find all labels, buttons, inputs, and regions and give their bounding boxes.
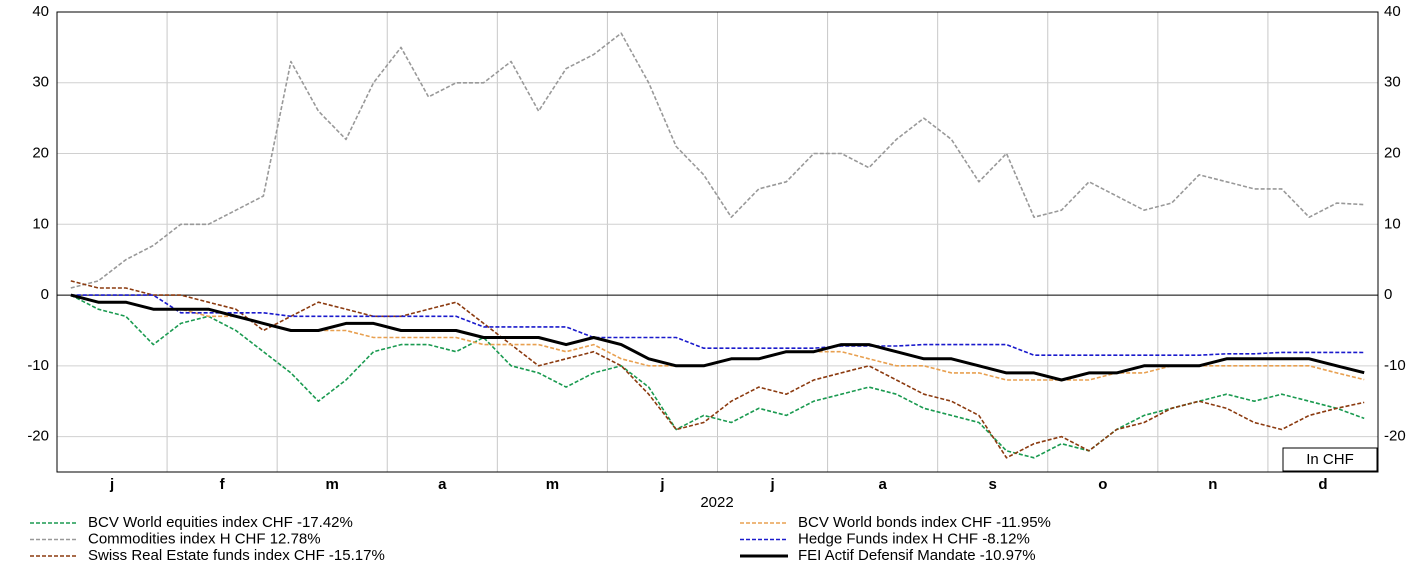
y-tick-label: 20 [32, 145, 49, 162]
y-tick-label: 0 [41, 286, 49, 303]
x-tick-label: m [546, 476, 559, 493]
y2-tick-label: 40 [1384, 3, 1401, 20]
y2-tick-label: 0 [1384, 286, 1392, 303]
series-line [70, 293, 1365, 382]
x-tick-label: j [659, 476, 664, 493]
y2-tick-label: 20 [1384, 145, 1401, 162]
x-tick-label: a [878, 476, 887, 493]
legend-label: Commodities index H CHF 12.78% [88, 530, 321, 547]
y2-tick-label: 10 [1384, 215, 1401, 232]
x-axis-label: 2022 [700, 494, 733, 511]
y-tick-label: -20 [27, 428, 49, 445]
y-tick-label: 40 [32, 3, 49, 20]
annotation: In CHF [1306, 451, 1354, 468]
x-tick-label: d [1318, 476, 1327, 493]
x-tick-label: o [1098, 476, 1107, 493]
x-tick-label: s [989, 476, 997, 493]
x-tick-label: j [109, 476, 114, 493]
x-tick-label: f [220, 476, 226, 493]
x-tick-label: a [438, 476, 447, 493]
series-line [70, 280, 1365, 459]
y-tick-label: 30 [32, 74, 49, 91]
y2-tick-label: -10 [1384, 357, 1406, 374]
x-tick-label: j [769, 476, 774, 493]
y2-tick-label: -20 [1384, 428, 1406, 445]
annotation-box [1282, 447, 1378, 472]
plot-frame [56, 11, 1379, 473]
legend-label: BCV World equities index CHF -17.42% [88, 514, 353, 531]
legend-label: Hedge Funds index H CHF -8.12% [798, 530, 1030, 547]
x-tick-label: m [326, 476, 339, 493]
legend-label: FEI Actif Defensif Mandate -10.97% [798, 547, 1036, 563]
series-line [70, 32, 1365, 289]
y-tick-label: -10 [27, 357, 49, 374]
y2-tick-label: 30 [1384, 74, 1401, 91]
legend-label: Swiss Real Estate funds index CHF -15.17… [88, 547, 385, 563]
y-tick-label: 10 [32, 215, 49, 232]
legend-label: BCV World bonds index CHF -11.95% [798, 514, 1051, 531]
series-line [70, 294, 1365, 459]
x-tick-label: n [1208, 476, 1217, 493]
